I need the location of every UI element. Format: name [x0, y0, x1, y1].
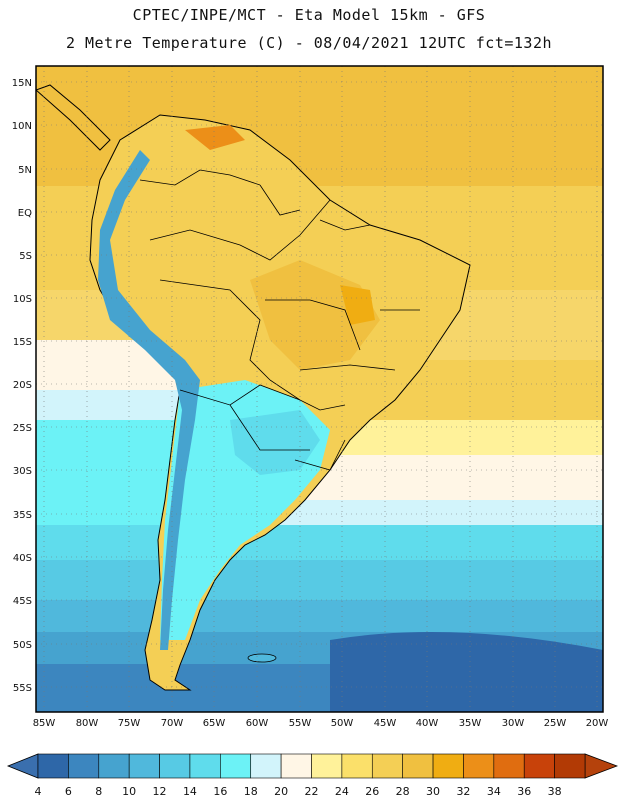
- ocean-band-10: [36, 600, 603, 635]
- map-fields: [36, 66, 603, 712]
- colorbar-label: 10: [122, 785, 136, 798]
- lat-label: 30S: [13, 466, 32, 477]
- lon-label: 80W: [76, 718, 99, 729]
- lat-label: 10N: [12, 121, 32, 132]
- colorbar-label: 6: [65, 785, 72, 798]
- colorbar-swatch: [463, 753, 495, 779]
- lat-label: 15S: [13, 337, 32, 348]
- venezuela-hot-spot: [185, 125, 245, 150]
- colorbar-swatch: [280, 753, 312, 779]
- map-title-line2: 2 Metre Temperature (C) - 08/04/2021 12U…: [65, 34, 553, 52]
- interior-hot-region: [340, 285, 375, 325]
- colorbar-low-arrow: [6, 753, 39, 779]
- colorbar-label: 22: [305, 785, 319, 798]
- lon-label: 85W: [33, 718, 56, 729]
- longitude-labels: 85W 80W 75W 70W 65W 60W 55W 50W 45W 40W …: [33, 718, 609, 729]
- colorbar-swatch: [189, 753, 221, 779]
- country-borders: [139, 169, 420, 471]
- colorbar-label: 38: [548, 785, 562, 798]
- ocean-pacific-cold: [36, 420, 186, 530]
- colorbar-label: 4: [35, 785, 42, 798]
- lon-label: 70W: [161, 718, 184, 729]
- colorbar-swatch: [311, 753, 343, 779]
- colorbar-label: 18: [244, 785, 258, 798]
- lon-label: 20W: [586, 718, 609, 729]
- ocean-band-14: [36, 525, 603, 565]
- lon-label: 55W: [289, 718, 312, 729]
- lon-label: 25W: [544, 718, 567, 729]
- lat-label: 40S: [13, 553, 32, 564]
- colorbar-swatch: [493, 753, 525, 779]
- colorbar-label: 34: [487, 785, 501, 798]
- colorbar-label: 32: [456, 785, 470, 798]
- lon-label: 45W: [374, 718, 397, 729]
- lon-label: 40W: [416, 718, 439, 729]
- lon-label: 35W: [459, 718, 482, 729]
- lon-label: 50W: [331, 718, 354, 729]
- colorbar-swatch: [68, 753, 100, 779]
- lat-label: 35S: [13, 510, 32, 521]
- colorbar-label: 12: [153, 785, 167, 798]
- lat-label: 45S: [13, 596, 32, 607]
- colorbar-swatch: [432, 753, 464, 779]
- colorbar-label: 28: [396, 785, 410, 798]
- andes-cold-stripe: [98, 150, 200, 650]
- colorbar-swatch: [220, 753, 252, 779]
- colorbar-swatch: [250, 753, 282, 779]
- ocean-band-4: [330, 632, 603, 712]
- colorbar-swatch: [159, 753, 191, 779]
- lon-label: 30W: [502, 718, 525, 729]
- colorbar-high-arrow: [584, 753, 618, 779]
- central-america-land: [36, 84, 111, 151]
- colorbar-swatch: [37, 753, 69, 779]
- colorbar-label: 14: [183, 785, 197, 798]
- lon-label: 65W: [203, 718, 226, 729]
- colorbar-swatch: [128, 753, 160, 779]
- latitude-labels: 15N 10N 5N EQ 5S 10S 15S 20S 25S 30S 35S…: [12, 78, 32, 694]
- lat-label: 25S: [13, 423, 32, 434]
- colorbar-swatch: [523, 753, 555, 779]
- colorbar-swatch: [341, 753, 373, 779]
- colorbar-label: 26: [365, 785, 379, 798]
- lon-label: 75W: [118, 718, 141, 729]
- colorbar-label: 24: [335, 785, 349, 798]
- lat-label: 10S: [13, 294, 32, 305]
- colorbar-label: 8: [95, 785, 102, 798]
- falkland-islands: [247, 653, 277, 663]
- colorbar-label: 16: [213, 785, 227, 798]
- pampas-cool: [230, 410, 320, 475]
- map-frame: [35, 65, 604, 713]
- lat-label: EQ: [18, 208, 32, 219]
- lat-label: 5N: [18, 165, 32, 176]
- colorbar-swatch: [402, 753, 434, 779]
- lat-label: 50S: [13, 640, 32, 651]
- colorbar-swatch: [98, 753, 130, 779]
- colorbar-label: 20: [274, 785, 288, 798]
- ocean-band-12: [36, 560, 603, 605]
- lat-label: 20S: [13, 380, 32, 391]
- colorbar-swatch: [554, 753, 586, 779]
- lat-label: 55S: [13, 683, 32, 694]
- colorbar: 4 6 8 10 12 14 16 18 20 22 24 26 28 30 32 34 36 38: [6, 753, 618, 798]
- colorbar-label: 36: [517, 785, 531, 798]
- lat-label: 5S: [19, 251, 32, 262]
- map-title-line1: CPTEC/INPE/MCT - Eta Model 15km - GFS: [132, 6, 486, 24]
- lat-label: 15N: [12, 78, 32, 89]
- lon-label: 60W: [246, 718, 269, 729]
- colorbar-label: 30: [426, 785, 440, 798]
- colorbar-swatch: [371, 753, 403, 779]
